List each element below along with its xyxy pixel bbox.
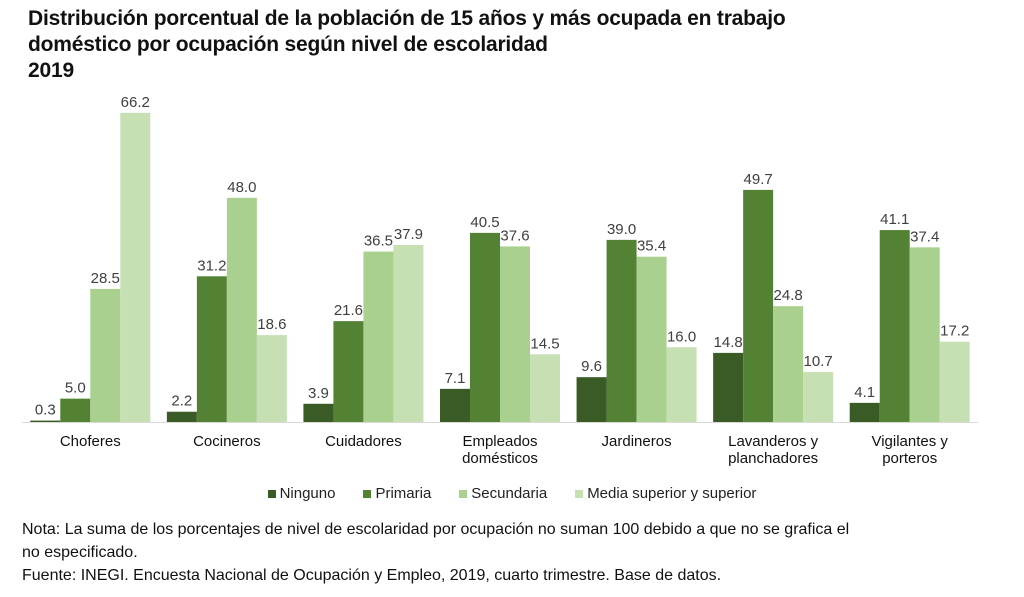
bar-media-superior-y-superior-4 <box>666 347 697 422</box>
legend-label-primaria: Primaria <box>375 485 432 502</box>
bar-secundaria-5 <box>773 306 804 422</box>
category-labels-group: Choferes Cocineros Cuidadores Empleadosdomé… <box>60 433 949 467</box>
bar-ninguno-2 <box>303 403 334 422</box>
bars-group <box>30 112 970 422</box>
bar-ninguno-5 <box>713 352 744 422</box>
bar-secundaria-4 <box>636 256 667 422</box>
data-label: 16.0 <box>667 328 696 345</box>
legend-label-media-superior: Media superior y superior <box>587 485 757 502</box>
legend-swatch-media-superior <box>575 489 584 498</box>
bar-media-superior-y-superior-3 <box>530 354 560 422</box>
bar-chart: 0.3 5.0 28.5 66.2 2.2 31.2 48.0 18.6 3.9 21.6 36.5… <box>22 94 978 467</box>
category-label: Jardineros <box>602 433 672 450</box>
data-label: 31.2 <box>197 257 226 274</box>
bar-primaria-3 <box>470 232 500 422</box>
data-label: 37.4 <box>910 228 939 245</box>
category-label: Vigilantes y <box>871 433 948 450</box>
legend: Ninguno Primaria Secundaria Media superi… <box>0 485 1024 502</box>
legend-item-media-superior: Media superior y superior <box>575 485 756 502</box>
bar-ninguno-6 <box>849 402 880 422</box>
data-label: 3.9 <box>308 385 329 402</box>
bar-secundaria-1 <box>226 197 257 422</box>
bar-primaria-1 <box>196 276 227 422</box>
data-label: 41.1 <box>880 211 909 228</box>
data-label: 49.7 <box>744 171 773 188</box>
bar-secundaria-2 <box>363 251 394 422</box>
bar-media-superior-y-superior-6 <box>939 341 970 422</box>
bar-secundaria-0 <box>90 288 121 422</box>
data-label: 14.8 <box>714 334 743 351</box>
data-label: 17.2 <box>940 323 969 340</box>
data-label: 37.9 <box>394 226 423 243</box>
footnotes: Nota: La suma de los porcentajes de nive… <box>22 518 849 587</box>
legend-label-ninguno: Ninguno <box>279 485 336 502</box>
note-text-line-1: Nota: La suma de los porcentajes de nive… <box>22 521 850 538</box>
legend-swatch-ninguno <box>267 489 276 498</box>
data-label: 40.5 <box>470 214 499 231</box>
category-label: Lavanderos y <box>728 433 819 450</box>
chart-title-year: 2019 <box>28 59 74 82</box>
legend-item-primaria: Primaria <box>363 485 431 502</box>
data-label: 2.2 <box>171 393 192 410</box>
data-label: 35.4 <box>637 238 666 255</box>
legend-item-secundaria: Secundaria <box>459 485 547 502</box>
category-label: Choferes <box>60 433 121 450</box>
bar-media-superior-y-superior-5 <box>803 372 834 422</box>
chart-title-line-2: doméstico por ocupación según nivel de e… <box>28 33 548 56</box>
source-text: Fuente: INEGI. Encuesta Nacional de Ocup… <box>22 567 722 584</box>
data-label: 18.6 <box>257 316 286 333</box>
data-label: 36.5 <box>364 233 393 250</box>
bar-media-superior-y-superior-0 <box>120 112 151 422</box>
data-label: 28.5 <box>91 270 120 287</box>
category-label: Empleados <box>462 433 537 450</box>
bar-primaria-2 <box>333 321 364 422</box>
bar-media-superior-y-superior-2 <box>393 245 424 422</box>
data-label: 0.3 <box>35 402 56 419</box>
data-label: 39.0 <box>607 221 636 238</box>
data-label: 37.6 <box>500 227 529 244</box>
bar-media-superior-y-superior-1 <box>256 335 287 422</box>
category-label: porteros <box>882 450 937 467</box>
bar-secundaria-3 <box>500 246 530 422</box>
data-label: 10.7 <box>804 353 833 370</box>
data-label: 7.1 <box>445 370 466 387</box>
data-label: 21.6 <box>334 302 363 319</box>
legend-swatch-primaria <box>363 489 372 498</box>
bar-primaria-0 <box>60 398 91 422</box>
bar-ninguno-0 <box>30 420 61 422</box>
bar-primaria-6 <box>879 230 910 422</box>
bar-primaria-4 <box>606 239 637 422</box>
bar-secundaria-6 <box>909 247 940 422</box>
legend-swatch-secundaria <box>459 489 468 498</box>
data-label: 66.2 <box>121 94 150 111</box>
chart-title: Distribución porcentual de la población … <box>28 6 786 84</box>
bar-ninguno-1 <box>166 411 197 422</box>
note-text-line-2: no especificado. <box>22 544 138 561</box>
data-label: 14.5 <box>530 335 559 352</box>
chart-title-line-1: Distribución porcentual de la población … <box>28 7 786 30</box>
category-label: domésticos <box>462 450 538 467</box>
bar-primaria-5 <box>743 189 774 422</box>
data-label: 5.0 <box>65 380 86 397</box>
data-labels-group: 0.3 5.0 28.5 66.2 2.2 31.2 48.0 18.6 3.9 21.6 36.5… <box>35 94 969 419</box>
bar-ninguno-4 <box>576 377 607 422</box>
category-label: Cocineros <box>193 433 261 450</box>
data-label: 24.8 <box>774 287 803 304</box>
data-label: 48.0 <box>227 179 256 196</box>
legend-label-secundaria: Secundaria <box>471 485 548 502</box>
data-label: 4.1 <box>854 384 875 401</box>
data-label: 9.6 <box>581 358 602 375</box>
category-label: planchadores <box>728 450 818 467</box>
legend-item-ninguno: Ninguno <box>267 485 336 502</box>
category-label: Cuidadores <box>325 433 402 450</box>
bar-ninguno-3 <box>440 388 470 422</box>
